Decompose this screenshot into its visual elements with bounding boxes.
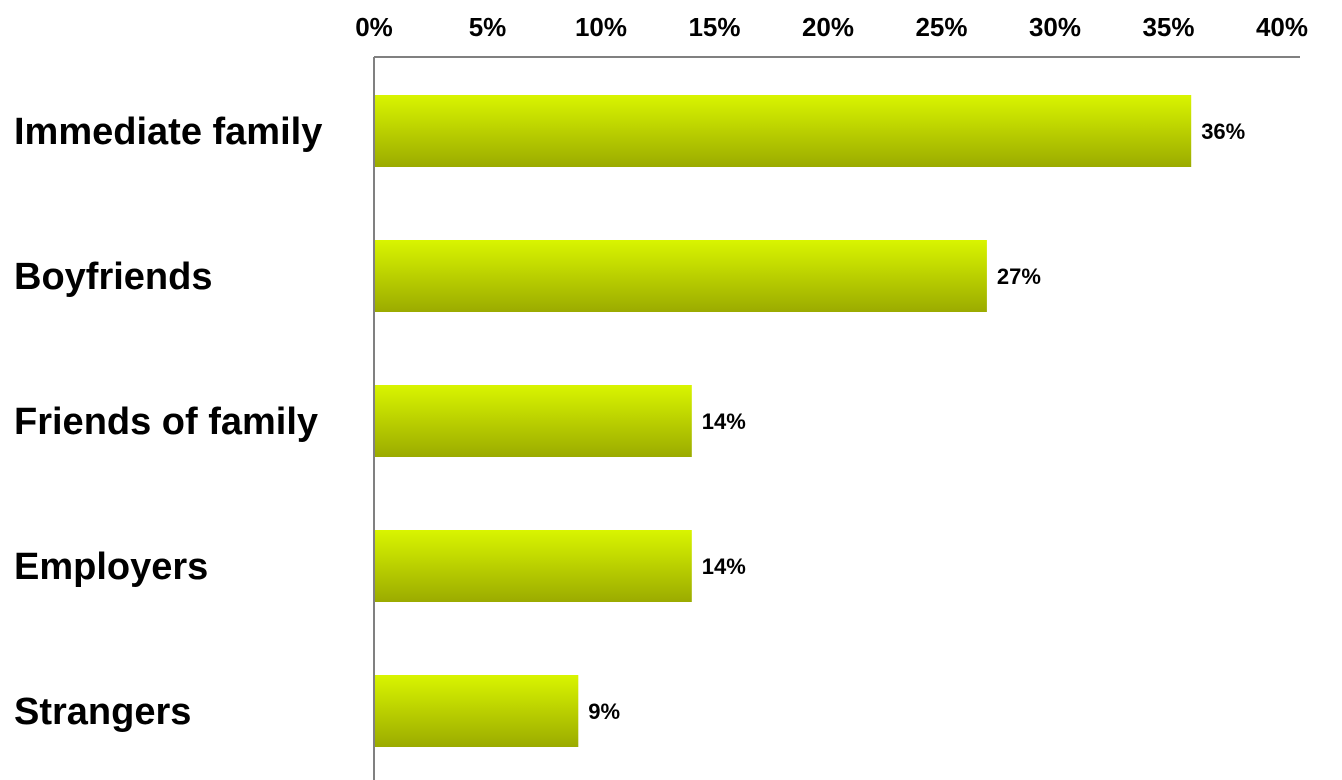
x-axis-tick-labels: 0% 5% 10% 15% 20% 25% 30% 35% 40% xyxy=(355,12,1308,42)
category-label: Friends of family xyxy=(14,401,318,443)
category-label: Strangers xyxy=(14,691,191,733)
data-label: 9% xyxy=(588,699,620,724)
x-tick-label: 40% xyxy=(1256,12,1308,42)
data-label: 14% xyxy=(702,409,746,434)
category-labels: Immediate family Boyfriends Friends of fam… xyxy=(14,111,322,733)
x-tick-label: 5% xyxy=(469,12,507,42)
category-label: Boyfriends xyxy=(14,256,212,298)
x-tick-label: 15% xyxy=(688,12,740,42)
category-label: Immediate family xyxy=(14,111,322,153)
x-tick-label: 10% xyxy=(575,12,627,42)
bar-boyfriends xyxy=(374,240,987,312)
category-label: Employers xyxy=(14,546,208,588)
data-label: 36% xyxy=(1201,119,1245,144)
x-tick-label: 35% xyxy=(1142,12,1194,42)
x-tick-label: 20% xyxy=(802,12,854,42)
x-tick-label: 0% xyxy=(355,12,393,42)
bar-employers xyxy=(374,530,692,602)
bar-immediate-family xyxy=(374,95,1192,167)
bar-strangers xyxy=(374,675,579,747)
x-tick-label: 25% xyxy=(915,12,967,42)
data-labels: 36% 27% 14% 14% 9% xyxy=(588,119,1245,724)
bar-friends-of-family xyxy=(374,385,692,457)
bars xyxy=(374,95,1192,747)
data-label: 14% xyxy=(702,554,746,579)
data-label: 27% xyxy=(997,264,1041,289)
x-tick-label: 30% xyxy=(1029,12,1081,42)
